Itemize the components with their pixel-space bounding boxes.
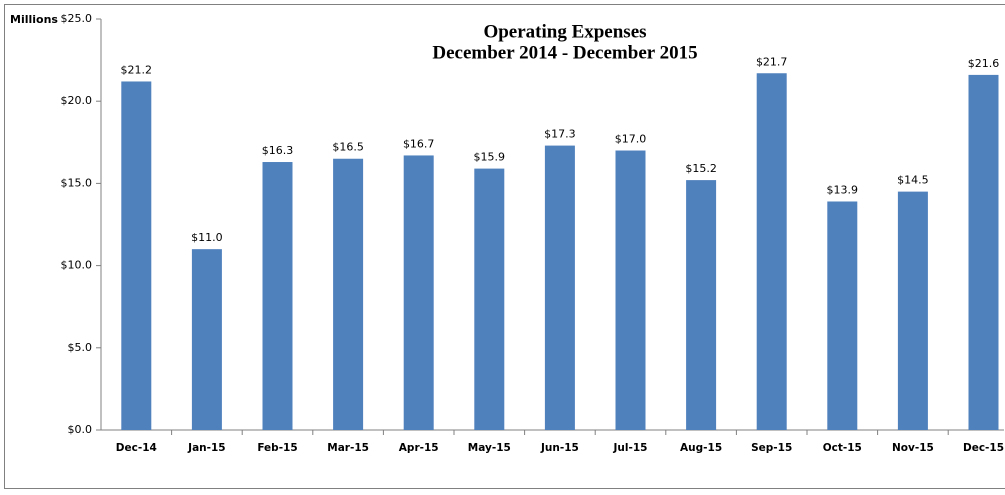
bar	[191, 249, 222, 430]
y-tick-label: $25.0	[61, 12, 93, 25]
x-tick-label: Jan-15	[187, 442, 225, 454]
bar	[333, 158, 364, 431]
y-tick-label: $5.0	[68, 341, 93, 354]
chart-subtitle: December 2014 - December 2015	[432, 42, 697, 63]
x-tick-label: Aug-15	[680, 442, 722, 454]
bar	[686, 180, 717, 430]
bar	[968, 74, 999, 430]
bar	[897, 191, 928, 430]
value-label: $14.5	[897, 174, 929, 187]
value-label: $17.0	[615, 133, 647, 146]
y-tick-label: $15.0	[61, 176, 93, 189]
bar	[756, 73, 787, 430]
x-tick-label: Apr-15	[399, 442, 439, 454]
value-label: $16.3	[262, 144, 294, 157]
x-tick-label: Sep-15	[751, 442, 792, 454]
y-axis-label: Millions	[10, 13, 58, 26]
value-label: $15.9	[474, 151, 506, 164]
y-tick-label: $20.0	[61, 94, 93, 107]
bar	[262, 162, 293, 430]
bar	[403, 155, 434, 430]
value-label: $16.7	[403, 137, 435, 150]
value-label: $21.7	[756, 55, 788, 68]
bar	[615, 150, 646, 430]
value-label: $16.5	[332, 141, 364, 154]
value-label: $15.2	[685, 162, 717, 175]
bar	[827, 201, 858, 430]
value-label: $13.9	[827, 183, 859, 196]
x-tick-label: Dec-14	[116, 442, 157, 454]
value-label: $21.2	[121, 63, 153, 76]
bar	[474, 168, 505, 430]
value-label: $21.6	[968, 57, 1000, 70]
x-tick-label: Dec-15	[963, 442, 1004, 454]
chart-title: Operating Expenses	[483, 21, 646, 42]
x-tick-label: Mar-15	[327, 442, 369, 454]
value-label: $17.3	[544, 128, 576, 141]
bar	[544, 145, 575, 430]
x-tick-label: Oct-15	[823, 442, 862, 454]
y-tick-label: $0.0	[68, 423, 93, 436]
x-tick-label: Nov-15	[892, 442, 934, 454]
x-tick-label: Feb-15	[257, 442, 297, 454]
x-tick-label: Jun-15	[540, 442, 579, 454]
x-tick-label: Jul-15	[613, 442, 648, 454]
bar	[121, 81, 152, 431]
value-label: $11.0	[191, 231, 223, 244]
x-tick-label: May-15	[468, 442, 511, 454]
y-tick-label: $10.0	[61, 259, 93, 272]
